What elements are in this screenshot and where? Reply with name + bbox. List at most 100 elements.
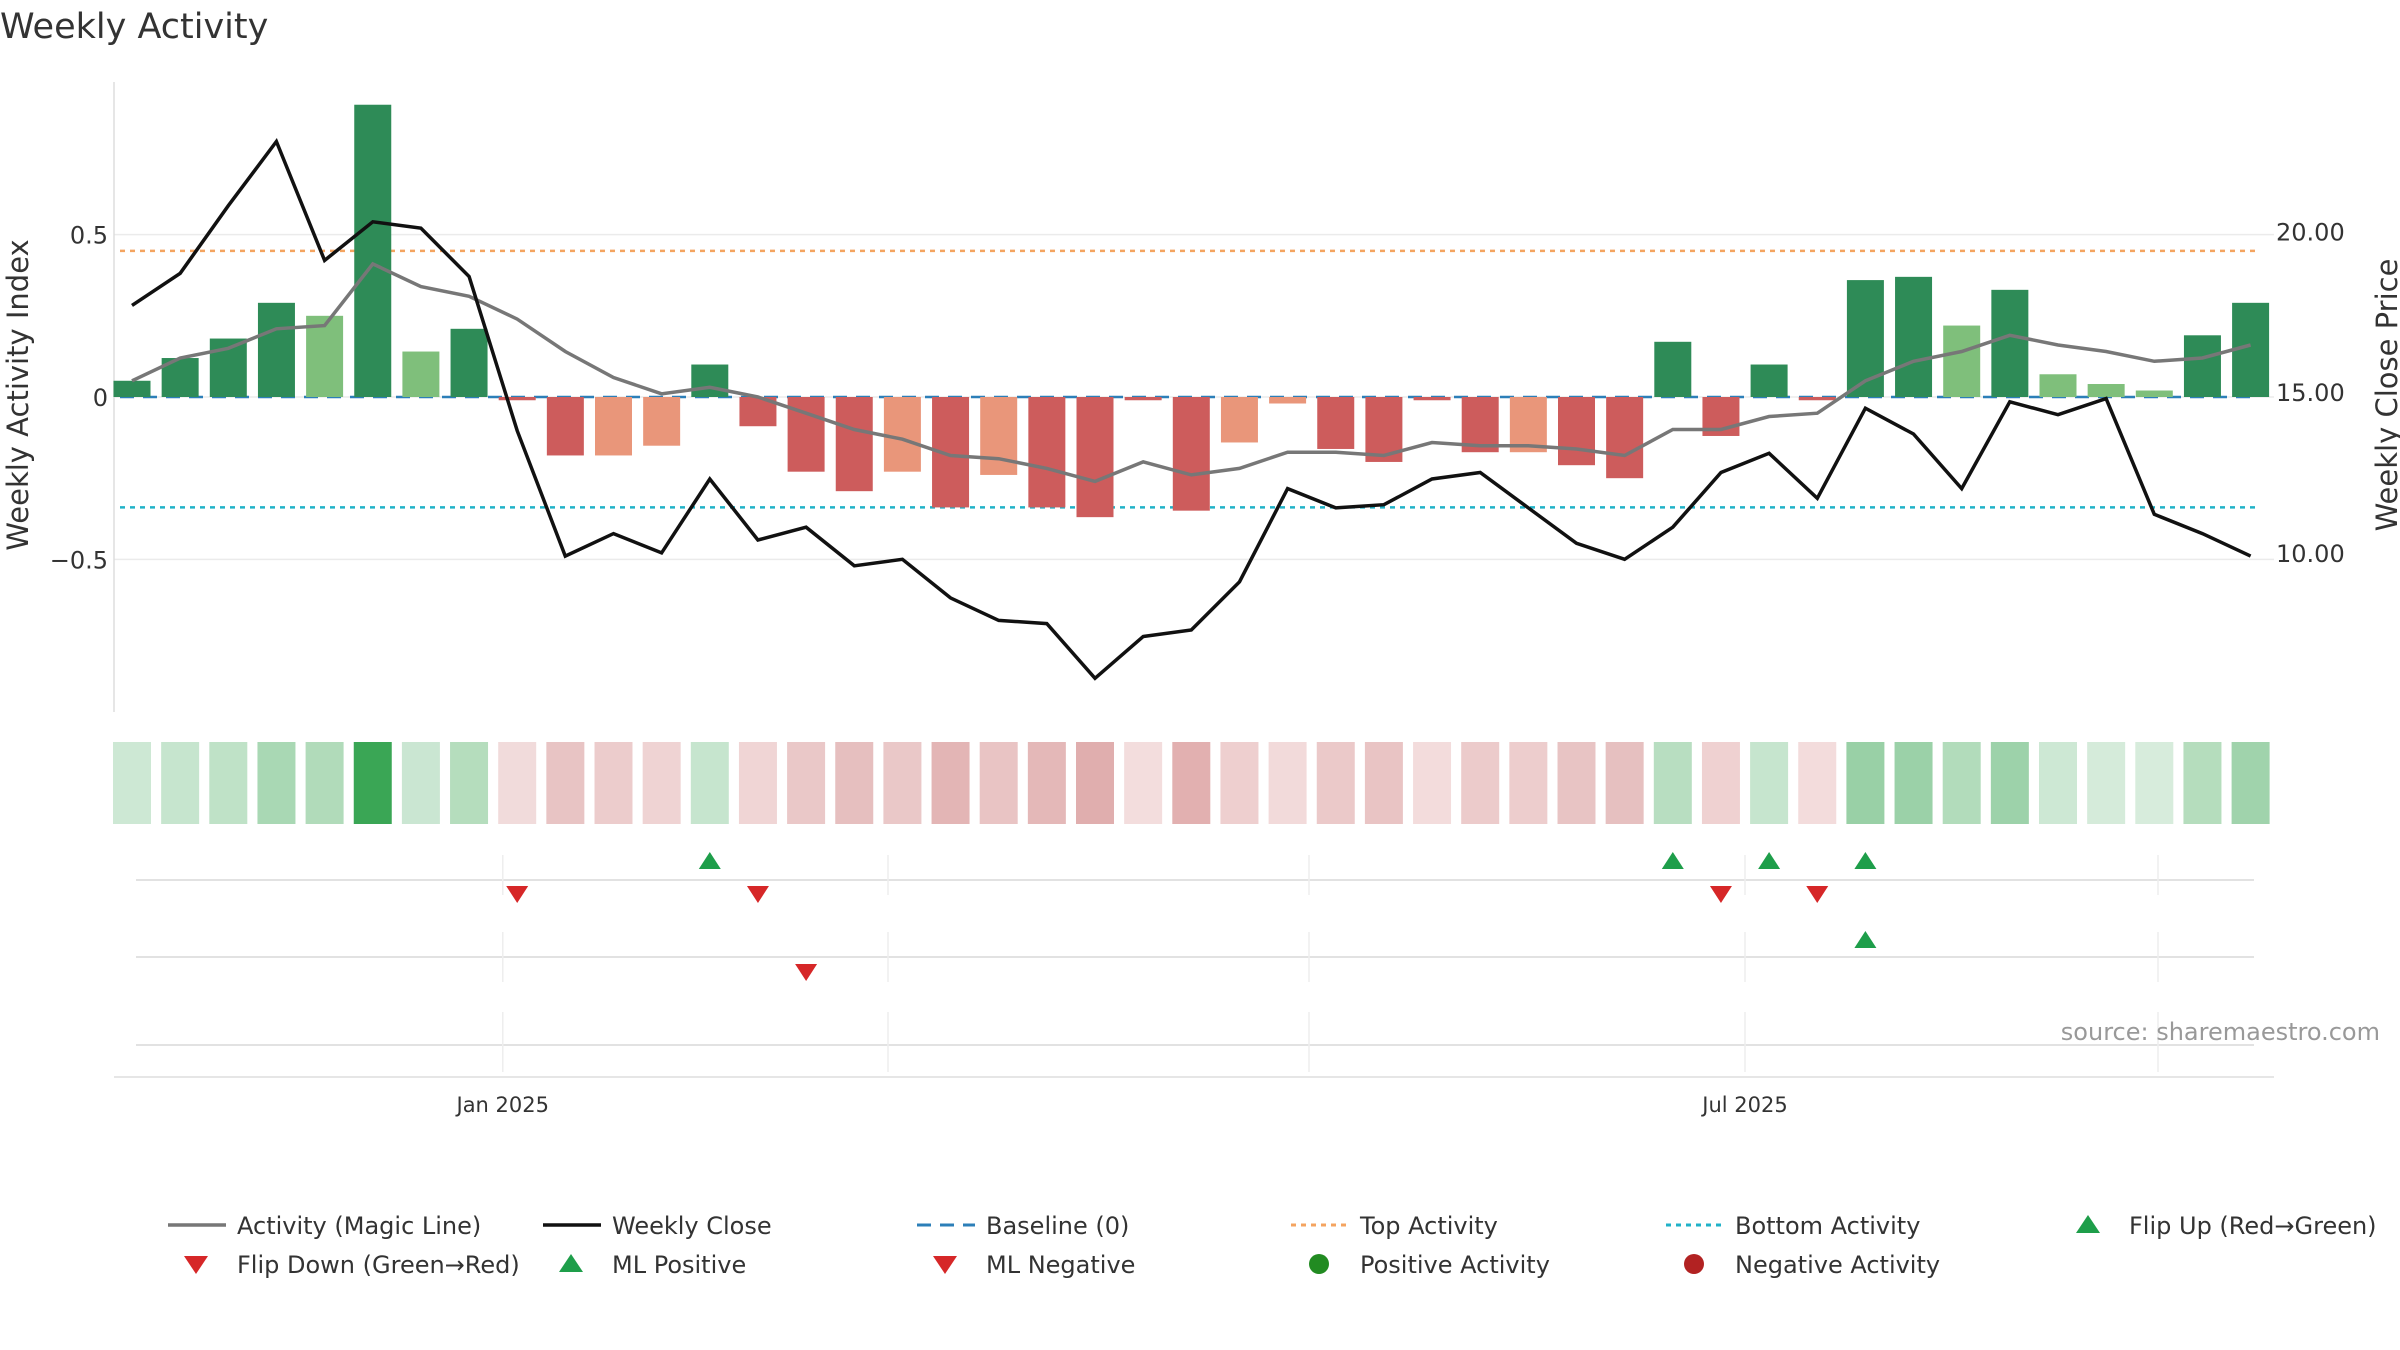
flip-up-marker [1661, 852, 1684, 869]
y-right-tick-labels: 20.00 15.00 10.00 [2276, 218, 2345, 567]
heatstrip-cell [1990, 742, 2029, 824]
heatstrip-cell [1653, 742, 1692, 824]
activity-bar [1654, 341, 1692, 397]
heatstrip-cell [353, 742, 392, 824]
activity-bar [1269, 397, 1307, 404]
heatstrip-cell [161, 742, 200, 824]
heatstrip-cell [2039, 742, 2077, 824]
date-tick-label: Jul 2025 [1700, 1093, 1787, 1117]
weekly-close-series [131, 137, 2252, 681]
heatstrip-cell [209, 742, 248, 824]
legend-label: Negative Activity [1735, 1251, 1940, 1279]
chart-title: Weekly Activity [0, 7, 268, 47]
heatstrip-cell [450, 742, 489, 824]
legend-label: Positive Activity [1360, 1251, 1550, 1279]
activity-bar [1509, 397, 1547, 453]
heatstrip-cell [1942, 742, 1981, 824]
activity-bar [1991, 289, 2029, 397]
legend-label: Flip Down (Green→Red) [237, 1251, 520, 1279]
flip-up-marker [1758, 852, 1781, 869]
heatstrip-cell [305, 742, 344, 824]
y-left-tick: −0.5 [50, 546, 108, 574]
legend-item: Activity (Magic Line) [168, 1212, 481, 1240]
activity-bar [1413, 397, 1451, 401]
y-left-tick: 0 [93, 384, 108, 412]
legend-item: ML Negative [933, 1251, 1135, 1279]
activity-bar [498, 397, 536, 401]
activity-bar [2183, 335, 2221, 397]
flip-up-marker [1854, 852, 1877, 869]
legend-swatch [1309, 1254, 1329, 1274]
activity-bar [1943, 325, 1981, 397]
activity-bar [402, 351, 440, 397]
y-axis-left-title: Weekly Activity Index [1, 239, 35, 550]
heatstrip-cell [401, 742, 440, 824]
y-right-tick: 20.00 [2276, 218, 2345, 246]
ml-positive-marker [1854, 931, 1877, 948]
activity-bar [113, 380, 151, 397]
legend-item: Baseline (0) [917, 1212, 1129, 1240]
heatstrip-cell [2135, 742, 2174, 824]
legend-label: Flip Up (Red→Green) [2129, 1212, 2377, 1240]
legend-item: Flip Up (Red→Green) [2076, 1212, 2377, 1240]
heatstrip-cell [2087, 742, 2126, 824]
activity-bar [2135, 390, 2173, 397]
flip-up-marker [698, 852, 721, 869]
heatstrip-cell [1172, 742, 1211, 824]
activity-bar [1317, 397, 1355, 449]
legend-label: Bottom Activity [1735, 1212, 1920, 1240]
heatstrip-cell [738, 742, 777, 824]
y-right-tick: 15.00 [2276, 379, 2345, 407]
legend-swatch [2076, 1215, 2100, 1233]
ml-negative-marker [795, 964, 818, 981]
legend-label: Top Activity [1359, 1212, 1498, 1240]
heatstrip-cell [1557, 742, 1596, 824]
heatstrip-cell [594, 742, 633, 824]
activity-bars [113, 104, 2270, 518]
activity-bar [643, 397, 681, 446]
legend-swatch [184, 1256, 208, 1274]
legend-label: Weekly Close [612, 1212, 772, 1240]
heatstrip-cell [1846, 742, 1885, 824]
y-left-tick-labels: 0.5 0 −0.5 [50, 222, 108, 575]
heatstrip-cell [1798, 742, 1837, 824]
date-axis: Jan 2025 Jul 2025 [114, 1076, 2274, 1117]
activity-bar [691, 364, 729, 397]
activity-bar [1750, 364, 1788, 397]
heatstrip-cell [1316, 742, 1355, 824]
flip-down-marker [746, 886, 769, 903]
heatstrip-cell [1076, 742, 1114, 824]
heatstrip-cell [979, 742, 1018, 824]
activity-bar [1461, 397, 1499, 453]
activity-bar [980, 397, 1018, 475]
source-label: source: sharemaestro.com [2061, 1018, 2380, 1046]
heatstrip-cell [1124, 742, 1163, 824]
activity-bar [2087, 384, 2125, 397]
legend-item: Flip Down (Green→Red) [184, 1251, 520, 1279]
heatstrip-cell [931, 742, 970, 824]
event-marker-rows [136, 852, 2254, 1072]
activity-bar [257, 302, 295, 397]
legend-swatch [1684, 1254, 1704, 1274]
legend-item: Top Activity [1291, 1212, 1498, 1240]
legend-label: ML Positive [612, 1251, 746, 1279]
heatstrip-cell [2183, 742, 2222, 824]
activity-bar [1798, 397, 1836, 401]
heatstrip-cell [113, 742, 151, 824]
activity-bar [595, 397, 632, 456]
heatstrip-cell [1701, 742, 1740, 824]
y-left-tick: 0.5 [70, 222, 108, 250]
activity-bar [1076, 397, 1114, 518]
legend-label: ML Negative [986, 1251, 1135, 1279]
date-tick-label: Jan 2025 [455, 1093, 550, 1117]
legend-label: Baseline (0) [986, 1212, 1129, 1240]
heatstrip-cell [1894, 742, 1933, 824]
activity-bar [1172, 397, 1210, 511]
legend-item: Positive Activity [1309, 1251, 1550, 1279]
heatstrip-cell [1413, 742, 1452, 824]
legend-item: Negative Activity [1684, 1251, 1940, 1279]
heatstrip-cell [835, 742, 874, 824]
legend-swatch [933, 1256, 957, 1274]
heatstrip-cell [546, 742, 585, 824]
